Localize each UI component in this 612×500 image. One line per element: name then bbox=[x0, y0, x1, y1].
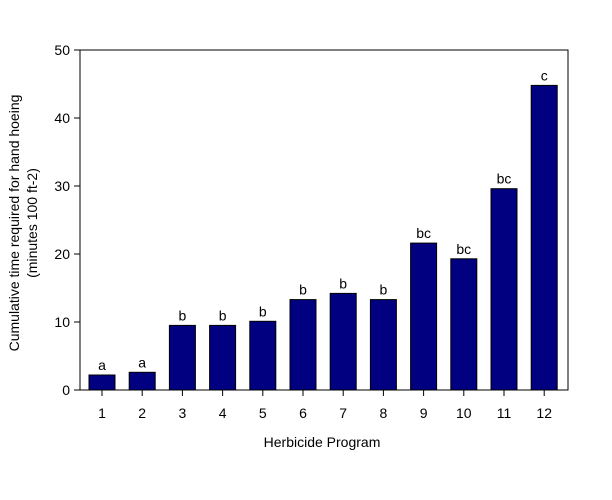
y-axis-title-line1: Cumulative time required for hand hoeing bbox=[6, 95, 22, 352]
significance-letter-11: bc bbox=[497, 171, 512, 187]
y-tick-label: 20 bbox=[54, 246, 70, 262]
bar-11 bbox=[490, 188, 518, 391]
y-axis-title-line2: (minutes 100 ft-2) bbox=[24, 168, 40, 278]
significance-letter-12: c bbox=[541, 67, 548, 83]
bar-1 bbox=[88, 374, 116, 391]
x-axis-ticks: 1 2 3 4 5 6 7 8 9 10 11 12 bbox=[98, 390, 552, 421]
y-tick-label: 50 bbox=[54, 42, 70, 58]
y-tick-label: 40 bbox=[54, 110, 70, 126]
significance-letter-7: b bbox=[339, 275, 347, 291]
data-labels: a a b b b b b b bc bc bc c bbox=[98, 67, 548, 373]
bar-9 bbox=[410, 242, 438, 391]
x-tick-label: 10 bbox=[456, 405, 472, 421]
bar-12 bbox=[530, 84, 558, 391]
significance-letter-4: b bbox=[219, 307, 227, 323]
bar-2 bbox=[128, 371, 156, 391]
bar-8 bbox=[369, 299, 397, 391]
x-tick-label: 4 bbox=[219, 405, 227, 421]
significance-letter-2: a bbox=[138, 354, 146, 370]
x-tick-label: 1 bbox=[98, 405, 106, 421]
y-tick-label: 0 bbox=[62, 382, 70, 398]
bars bbox=[88, 84, 558, 391]
x-axis-title: Herbicide Program bbox=[264, 434, 381, 450]
bar-7 bbox=[329, 292, 357, 391]
bar-6 bbox=[289, 299, 317, 391]
x-tick-label: 2 bbox=[138, 405, 146, 421]
bar-3 bbox=[168, 324, 196, 391]
x-tick-label: 7 bbox=[339, 405, 347, 421]
significance-letter-9: bc bbox=[416, 225, 431, 241]
y-tick-label: 10 bbox=[54, 314, 70, 330]
x-tick-label: 6 bbox=[299, 405, 307, 421]
plot-frame bbox=[79, 49, 569, 391]
x-tick-label: 11 bbox=[497, 405, 512, 421]
x-tick-label: 9 bbox=[420, 405, 428, 421]
bar-4 bbox=[209, 324, 237, 391]
significance-letter-6: b bbox=[299, 282, 307, 298]
significance-letter-3: b bbox=[179, 307, 187, 323]
x-tick-label: 8 bbox=[380, 405, 388, 421]
significance-letter-10: bc bbox=[456, 241, 471, 257]
axes bbox=[79, 49, 569, 391]
x-tick-label: 3 bbox=[179, 405, 187, 421]
bar-5 bbox=[249, 320, 277, 391]
bar-10 bbox=[450, 258, 478, 391]
significance-letter-1: a bbox=[98, 357, 106, 373]
y-axis-ticks: 0 10 20 30 40 50 bbox=[54, 42, 80, 398]
significance-letter-5: b bbox=[259, 303, 267, 319]
significance-letter-8: b bbox=[380, 282, 388, 298]
x-tick-label: 12 bbox=[536, 405, 552, 421]
y-tick-label: 30 bbox=[54, 178, 70, 194]
x-tick-label: 5 bbox=[259, 405, 267, 421]
